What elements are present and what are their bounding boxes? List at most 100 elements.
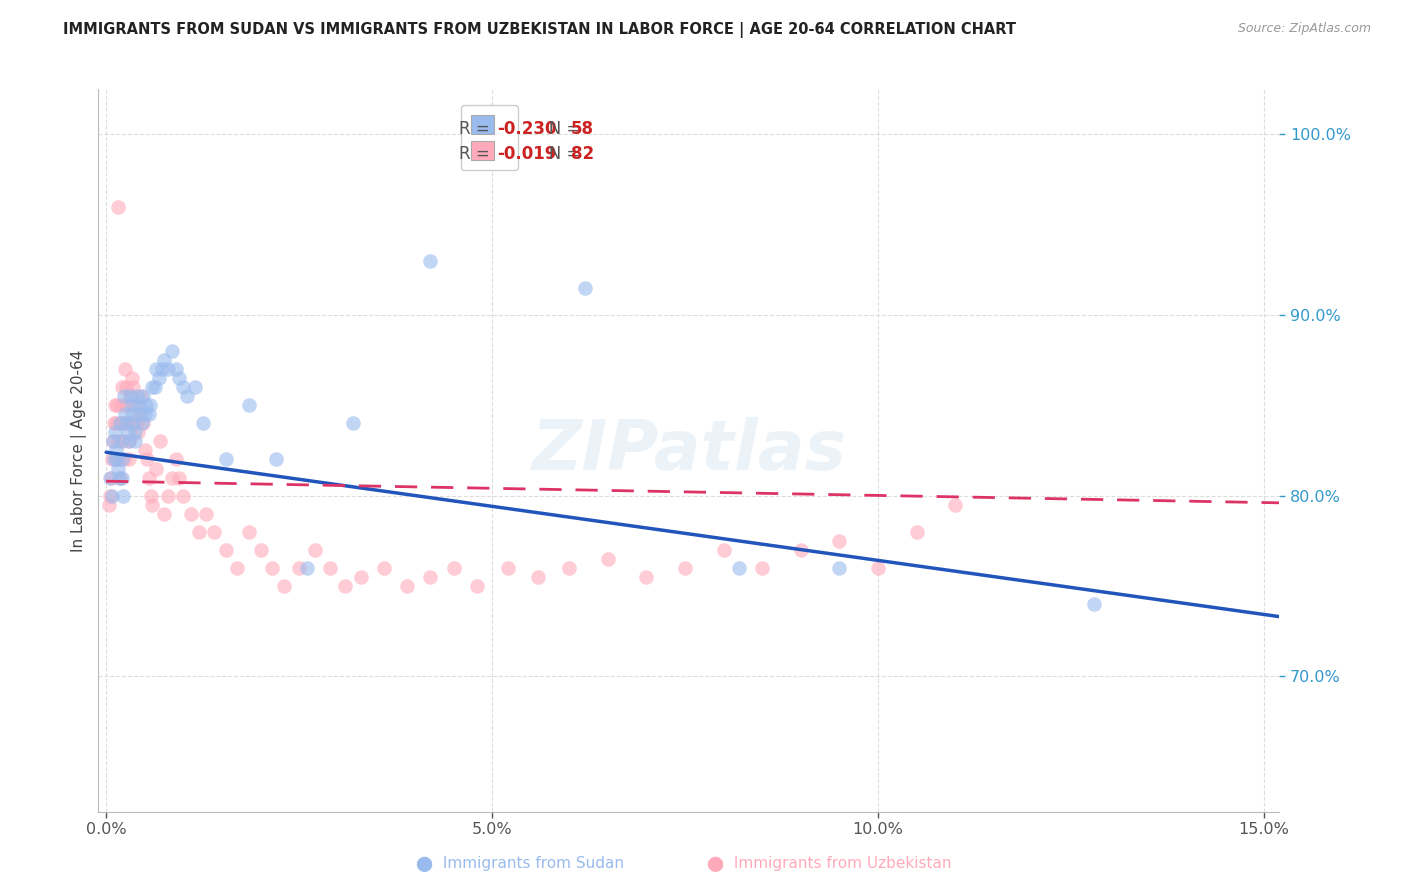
Point [273, 579, 295, 593]
Point [165, 362, 187, 376]
Point [110, 398, 132, 412]
Point [264, 452, 287, 467]
Point [191, 417, 214, 431]
Point [110, 452, 132, 467]
Point [139, 489, 162, 503]
Text: -0.019: -0.019 [498, 145, 557, 163]
Point [108, 470, 131, 484]
Y-axis label: In Labor Force | Age 20-64: In Labor Force | Age 20-64 [72, 350, 87, 551]
Point [111, 380, 134, 394]
Point [128, 398, 150, 412]
Point [115, 380, 138, 394]
Text: ZIPatlas: ZIPatlas [531, 417, 846, 484]
Point [121, 371, 143, 385]
Point [868, 561, 890, 575]
Point [172, 380, 194, 394]
Point [114, 407, 136, 421]
Point [195, 507, 218, 521]
Point [125, 417, 148, 431]
Point [905, 524, 928, 539]
Point [169, 470, 191, 484]
Text: N =: N = [533, 120, 586, 138]
Point [141, 498, 163, 512]
Point [1083, 597, 1105, 611]
Point [118, 434, 141, 449]
Point [120, 417, 142, 431]
Point [215, 452, 238, 467]
Point [124, 398, 146, 412]
Point [122, 417, 145, 431]
Point [295, 561, 318, 575]
Point [304, 542, 326, 557]
Point [98, 470, 121, 484]
Point [107, 461, 129, 475]
Point [728, 561, 751, 575]
Point [100, 489, 122, 503]
Point [125, 389, 148, 403]
Point [238, 398, 260, 412]
Point [465, 579, 488, 593]
Point [319, 561, 342, 575]
Text: 58: 58 [571, 120, 593, 138]
Text: ⬤  Immigrants from Uzbekistan: ⬤ Immigrants from Uzbekistan [707, 856, 952, 872]
Point [103, 452, 125, 467]
Point [129, 389, 152, 403]
Point [596, 551, 619, 566]
Point [101, 434, 124, 449]
Point [108, 452, 131, 467]
Point [101, 452, 124, 467]
Point [180, 507, 202, 521]
Point [396, 579, 419, 593]
Point [943, 498, 966, 512]
Point [114, 417, 136, 431]
Point [149, 434, 172, 449]
Point [153, 353, 176, 368]
Point [141, 380, 163, 394]
Point [156, 362, 179, 376]
Point [342, 417, 364, 431]
Point [145, 362, 167, 376]
Point [110, 417, 132, 431]
Point [131, 417, 153, 431]
Point [226, 561, 249, 575]
Point [120, 389, 142, 403]
Point [558, 561, 581, 575]
Point [262, 561, 284, 575]
Point [527, 570, 550, 584]
Point [673, 561, 696, 575]
Point [132, 389, 155, 403]
Point [111, 470, 134, 484]
Point [828, 561, 851, 575]
Point [100, 470, 122, 484]
Point [115, 398, 138, 412]
Point [121, 398, 143, 412]
Point [98, 489, 121, 503]
Point [112, 434, 135, 449]
Point [104, 452, 127, 467]
Point [107, 434, 129, 449]
Point [108, 470, 131, 484]
Point [350, 570, 373, 584]
Point [176, 389, 198, 403]
Point [187, 524, 209, 539]
Text: IMMIGRANTS FROM SUDAN VS IMMIGRANTS FROM UZBEKISTAN IN LABOR FORCE | AGE 20-64 C: IMMIGRANTS FROM SUDAN VS IMMIGRANTS FROM… [63, 22, 1017, 38]
Text: -0.230: -0.230 [498, 120, 557, 138]
Point [121, 407, 143, 421]
Text: Source: ZipAtlas.com: Source: ZipAtlas.com [1237, 22, 1371, 36]
Point [120, 389, 142, 403]
Point [115, 417, 138, 431]
Point [112, 452, 135, 467]
Point [202, 524, 225, 539]
Point [124, 425, 146, 440]
Point [129, 407, 152, 421]
Point [134, 443, 156, 458]
Point [127, 425, 149, 440]
Point [169, 371, 191, 385]
Point [288, 561, 311, 575]
Point [108, 417, 131, 431]
Point [636, 570, 658, 584]
Point [143, 380, 166, 394]
Point [132, 417, 155, 431]
Point [496, 561, 519, 575]
Point [751, 561, 773, 575]
